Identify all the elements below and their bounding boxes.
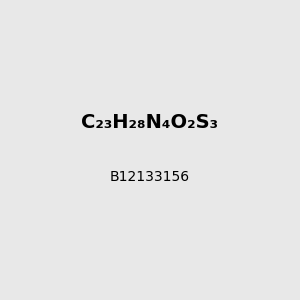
- Text: C₂₃H₂₈N₄O₂S₃: C₂₃H₂₈N₄O₂S₃: [82, 113, 218, 133]
- Text: B12133156: B12133156: [110, 170, 190, 184]
